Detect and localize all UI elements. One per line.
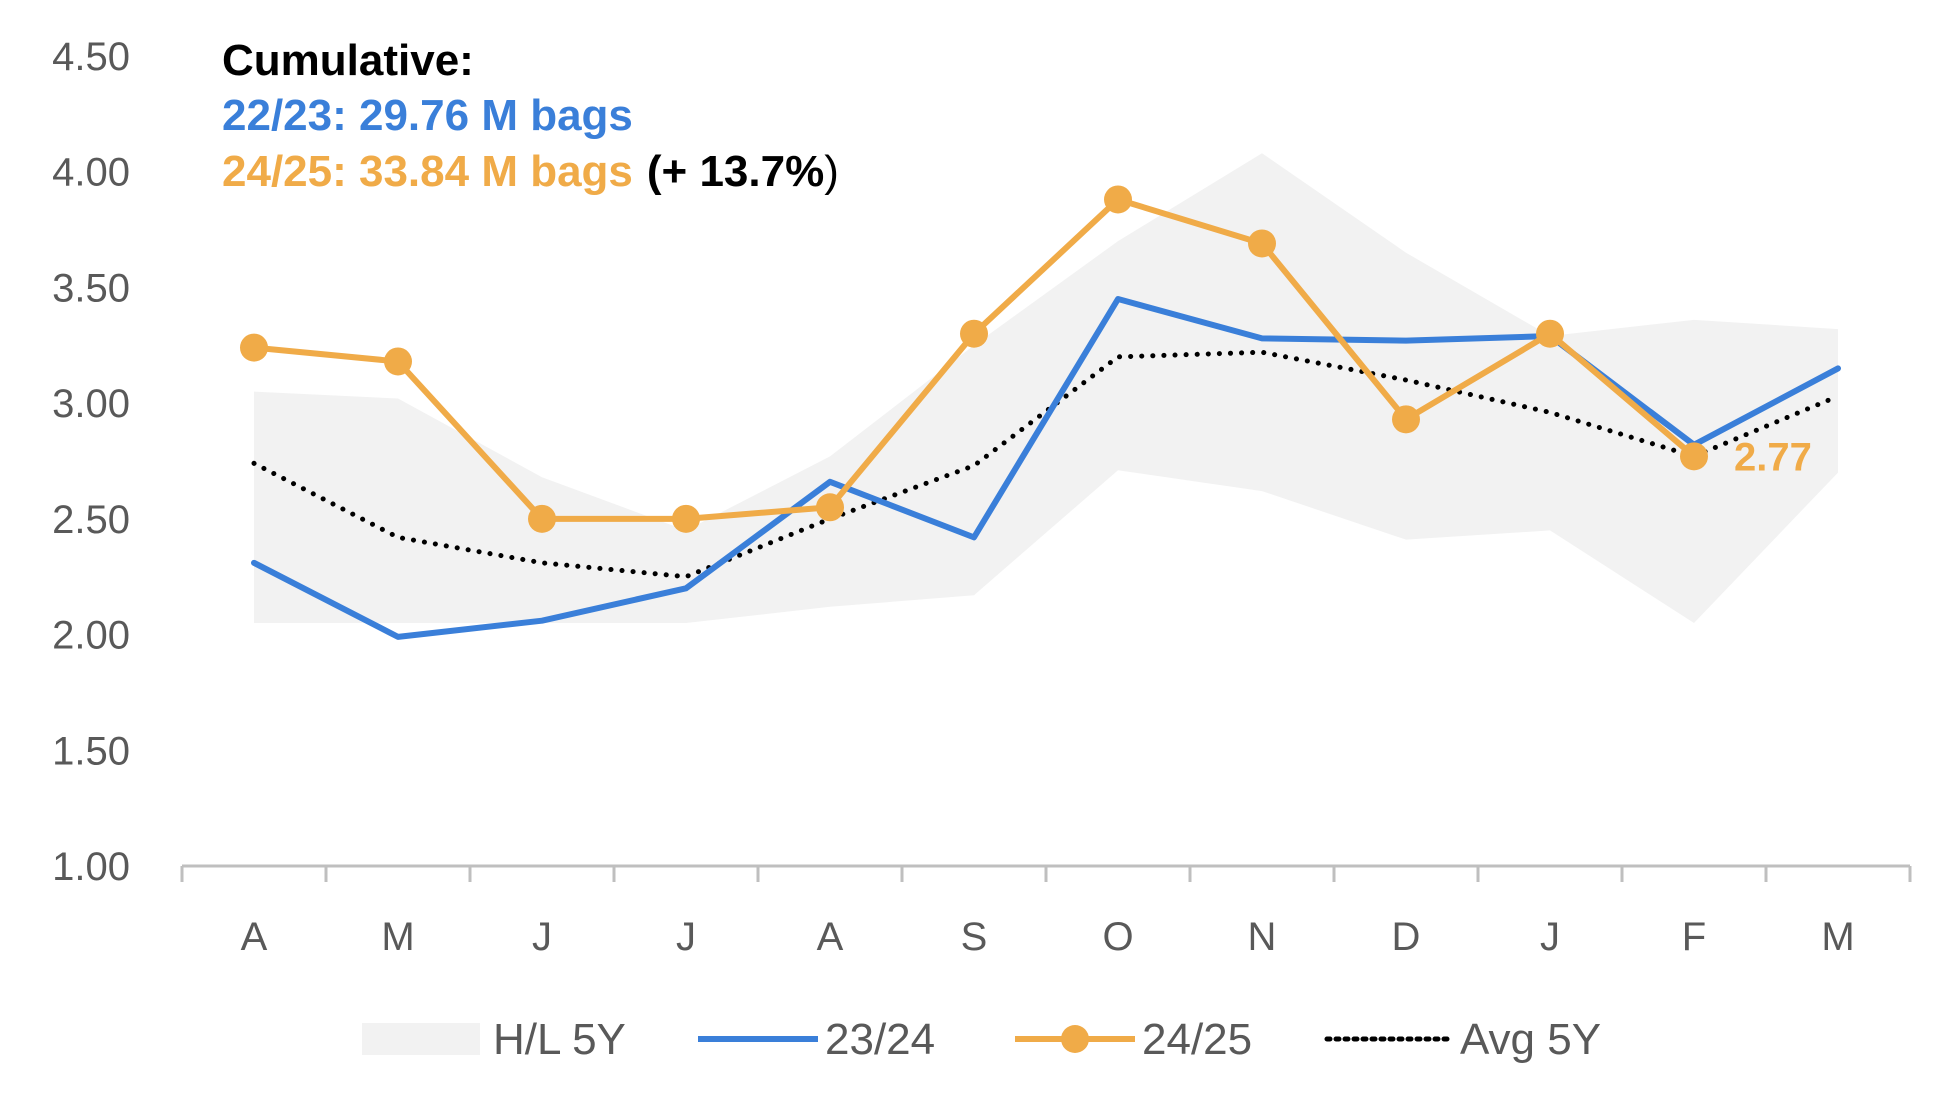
annotation-line-2223: 22/23: 29.76 M bags xyxy=(222,91,633,140)
series-point-2425 xyxy=(960,319,988,348)
series-point-2425 xyxy=(1680,442,1708,471)
legend-marker-2425 xyxy=(1061,1025,1089,1053)
x-tick-label: J xyxy=(532,915,552,959)
series-point-2425 xyxy=(672,504,700,533)
y-tick-label: 1.50 xyxy=(52,729,130,773)
series-point-2425 xyxy=(1392,405,1420,434)
data-label-layer: 2.77 xyxy=(1734,435,1812,479)
hl5y-band-layer xyxy=(254,153,1838,623)
y-tick-label: 3.00 xyxy=(52,382,130,426)
data-label: 2.77 xyxy=(1734,435,1812,479)
y-tick-label: 3.50 xyxy=(52,266,130,310)
y-tick-label: 4.00 xyxy=(52,151,130,195)
legend-label-2425: 24/25 xyxy=(1142,1015,1252,1064)
y-tick-label: 2.50 xyxy=(52,498,130,542)
x-tick-label: S xyxy=(961,915,988,959)
annotation-line-2425-value: 24/25: 33.84 M bags xyxy=(222,147,633,196)
legend-label-avg5y: Avg 5Y xyxy=(1460,1015,1601,1064)
x-tick-label: M xyxy=(1821,915,1854,959)
annotation-line-2425: 24/25: 33.84 M bags (+ 13.7%) xyxy=(222,147,839,196)
hl5y-band xyxy=(254,153,1838,623)
x-tick-label: J xyxy=(676,915,696,959)
x-tick-label: J xyxy=(1540,915,1560,959)
series-point-2425 xyxy=(816,493,844,522)
x-tick-label: O xyxy=(1102,915,1133,959)
series-layer xyxy=(240,185,1841,640)
annotation-heading: Cumulative: xyxy=(222,36,474,85)
x-tick-label: N xyxy=(1248,915,1277,959)
y-tick-label: 4.50 xyxy=(52,35,130,79)
x-tick-label: D xyxy=(1392,915,1421,959)
y-tick-label: 1.00 xyxy=(52,845,130,889)
legend: H/L 5Y 23/24 24/25 Avg 5Y xyxy=(362,1015,1601,1064)
x-tick-label: A xyxy=(817,915,844,959)
series-point-2425 xyxy=(1536,319,1564,348)
x-axis xyxy=(180,864,1912,882)
series-point-2425 xyxy=(240,333,268,362)
series-point-2425 xyxy=(384,347,412,376)
legend-band-swatch xyxy=(362,1023,480,1055)
legend-label-2324: 23/24 xyxy=(825,1015,935,1064)
y-axis-tick-labels: 1.00 1.50 2.00 2.50 3.00 3.50 4.00 4.50 xyxy=(52,35,130,889)
x-tick-label: A xyxy=(241,915,268,959)
y-tick-label: 2.00 xyxy=(52,614,130,658)
series-point-2425 xyxy=(1248,229,1276,258)
annotation-line-2425-change: (+ 13.7% xyxy=(647,147,824,196)
legend-label-hl5y: H/L 5Y xyxy=(493,1015,626,1064)
x-tick-label: M xyxy=(381,915,414,959)
series-point-2425 xyxy=(528,504,556,533)
cumulative-annotation: Cumulative: 22/23: 29.76 M bags 24/25: 3… xyxy=(222,36,839,196)
x-tick-label: F xyxy=(1682,915,1706,959)
annotation-line-2425-close: ) xyxy=(824,147,839,196)
series-point-2425 xyxy=(1104,185,1132,214)
